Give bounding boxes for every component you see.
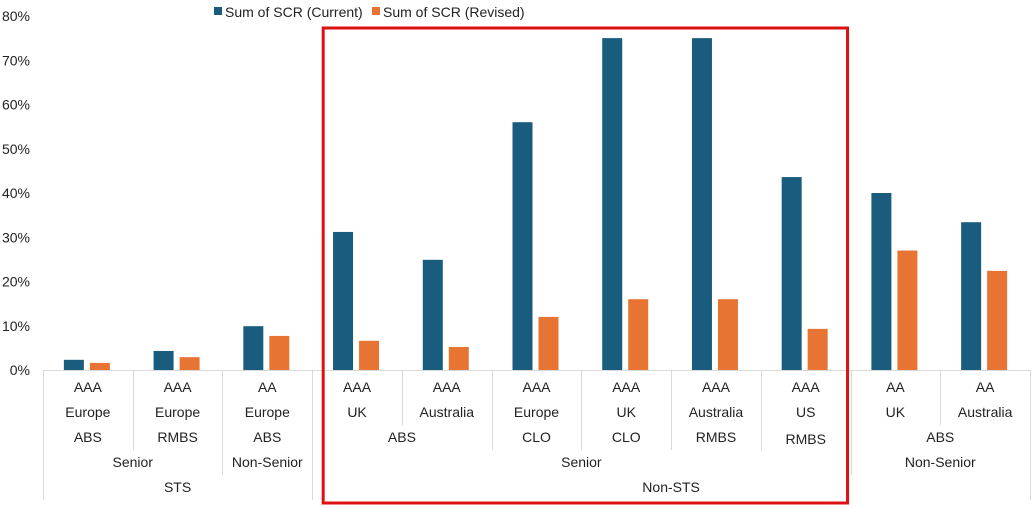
x-label-type-group: ABS: [388, 429, 416, 445]
y-axis: 0% 10% 20% 30% 40% 50% 60% 70% 80%: [2, 8, 30, 378]
x-label-region: US: [796, 404, 815, 420]
x-label-region: Europe: [245, 404, 290, 420]
x-label-rating: AA: [886, 379, 905, 395]
x-label-seniority: Non-Senior: [905, 454, 976, 470]
x-label-type-group: ABS: [926, 429, 954, 445]
bar-current: [691, 38, 712, 370]
bar-current: [153, 350, 174, 370]
bar-revised: [897, 250, 918, 370]
x-label-seniority: Senior: [561, 454, 602, 470]
bar-revised: [717, 299, 738, 370]
x-label-rating: AAA: [792, 379, 821, 395]
y-tick-label: 10%: [2, 318, 30, 334]
x-label-sts: Non-STS: [642, 479, 700, 495]
x-label-region: Europe: [65, 404, 110, 420]
y-tick-label: 70%: [2, 52, 30, 68]
bar-revised: [807, 328, 828, 370]
x-label-rating: AAA: [74, 379, 103, 395]
x-label-region: Australia: [958, 404, 1013, 420]
bars: [63, 38, 1008, 370]
x-label-region: Europe: [514, 404, 559, 420]
x-label-type: CLO: [612, 429, 641, 445]
x-label-rating: AA: [976, 379, 995, 395]
x-label-rating: AAA: [343, 379, 372, 395]
x-label-rating: AA: [258, 379, 277, 395]
y-tick-label: 30%: [2, 229, 30, 245]
bar-revised: [448, 346, 469, 370]
bar-current: [602, 38, 623, 370]
legend-label-current: Sum of SCR (Current): [225, 4, 363, 20]
legend-swatch-revised: [372, 7, 380, 15]
y-tick-label: 20%: [2, 274, 30, 290]
x-label-type: CLO: [522, 429, 551, 445]
bar-revised: [269, 335, 290, 370]
legend: Sum of SCR (Current) Sum of SCR (Revised…: [214, 4, 525, 20]
x-label-seniority: Non-Senior: [232, 454, 303, 470]
bar-revised: [987, 270, 1008, 370]
bar-current: [333, 231, 354, 370]
highlight-box: [321, 26, 850, 505]
bar-current: [243, 326, 264, 370]
x-label-rating: AAA: [433, 379, 462, 395]
x-label-rating: AAA: [164, 379, 193, 395]
x-label-rating: AAA: [522, 379, 551, 395]
y-tick-label: 0%: [10, 362, 30, 378]
bar-revised: [179, 357, 200, 370]
x-label-region: Australia: [420, 404, 475, 420]
y-tick-label: 80%: [2, 8, 30, 24]
bar-current: [781, 177, 802, 370]
y-tick-label: 40%: [2, 185, 30, 201]
legend-swatch-current: [214, 7, 222, 15]
x-label-region: UK: [617, 404, 637, 420]
x-label-type: RMBS: [157, 429, 197, 445]
x-label-region: UK: [347, 404, 367, 420]
x-label-type: ABS: [74, 429, 102, 445]
x-axis: AAA Europe ABS AAA Europe RMBS AA Europe ABS AAA U…: [43, 370, 1031, 500]
bar-revised: [89, 362, 110, 370]
y-tick-label: 50%: [2, 141, 30, 157]
x-label-type: RMBS: [696, 429, 736, 445]
bar-revised: [359, 340, 380, 370]
legend-label-revised: Sum of SCR (Revised): [383, 4, 525, 20]
bar-revised: [628, 299, 649, 370]
x-label-region: Australia: [689, 404, 744, 420]
x-label-region: UK: [886, 404, 906, 420]
x-label-seniority: Senior: [112, 454, 153, 470]
bar-current: [871, 193, 892, 370]
bar-revised: [538, 316, 559, 370]
x-label-rating: AAA: [702, 379, 731, 395]
bar-current: [512, 122, 533, 370]
y-tick-label: 60%: [2, 97, 30, 113]
x-label-rating: AAA: [612, 379, 641, 395]
bar-current: [961, 222, 982, 370]
bar-current: [63, 359, 84, 370]
x-label-region: Europe: [155, 404, 200, 420]
bar-current: [422, 259, 443, 370]
x-label-type: ABS: [253, 429, 281, 445]
x-label-type: RMBS: [785, 431, 825, 447]
x-label-sts: STS: [164, 479, 191, 495]
